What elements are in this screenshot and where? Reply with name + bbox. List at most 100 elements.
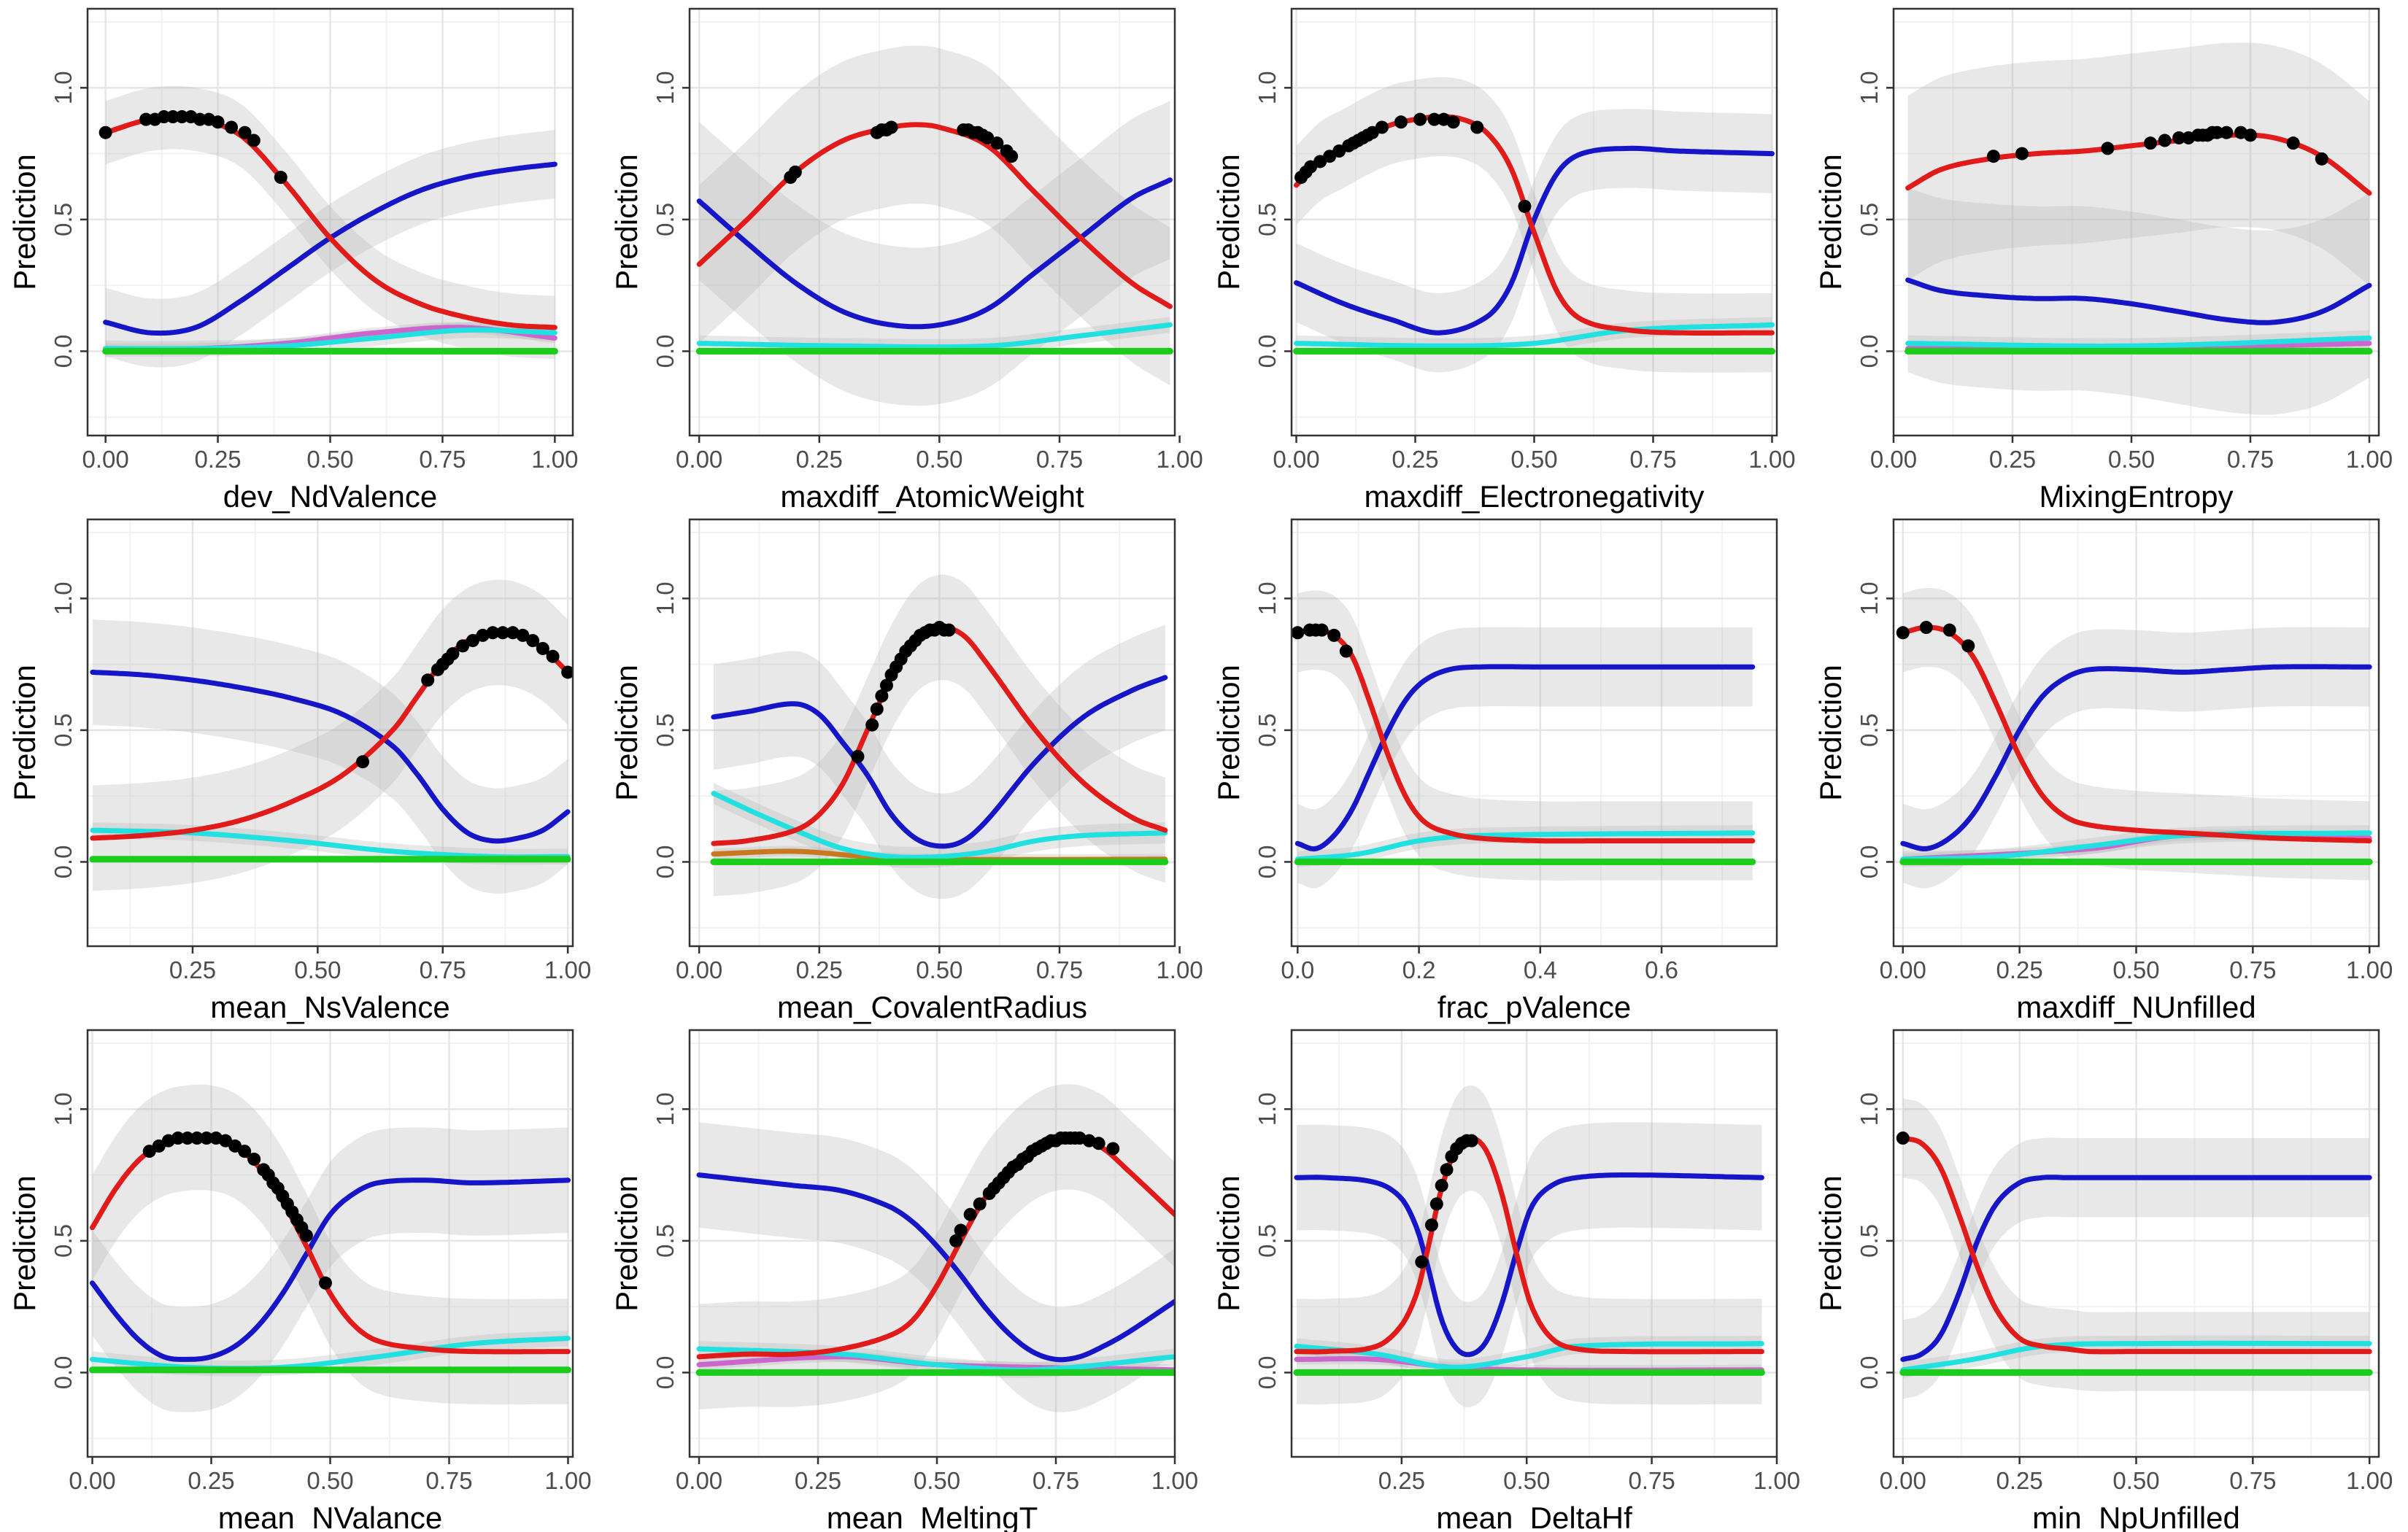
ribbon-red [1902,587,2370,881]
data-point [1440,1163,1454,1177]
series-line-blue [90,1177,571,1362]
x-tick-label: 1.00 [544,1467,591,1494]
data-point [536,641,549,655]
y-tick-label: 1.0 [1254,1092,1281,1126]
x-tick-label: 0.00 [1870,446,1917,473]
x-tick-label: 0.75 [1033,1467,1079,1494]
data-point [1986,150,2000,163]
x-tick-label: 0.75 [2229,1467,2276,1494]
data-point [1424,1218,1438,1232]
data-point [299,1229,313,1242]
data-point [1429,1197,1443,1211]
data-point [1446,115,1460,129]
series-line-blue [1294,1172,1764,1358]
data-point [526,634,540,648]
y-axis-title: Prediction [609,665,644,801]
x-axis-title: min_NpUnfilled [2032,1501,2240,1532]
ribbon-red [92,1084,568,1405]
data-point [2172,131,2186,144]
data-point [1919,621,1933,635]
data-point [1415,1255,1429,1269]
panel-4: 0.00 0.25 0.50 0.75 1.00 0.0 0.5 1.0 MixingEntro… [1813,7,2393,514]
x-axis-title: mean_DeltaHf [1436,1501,1632,1532]
panel-border [86,518,574,948]
data-point [476,628,490,642]
data-point [175,110,189,124]
panel-11: 0.25 0.50 0.75 1.00 0.0 0.5 1.0 mean_DeltaHf Pre… [1211,1029,1800,1532]
plot-area [89,1084,571,1412]
data-point [99,125,112,139]
y-tick-label: 0.0 [1856,1356,1883,1390]
panel-1: 0.00 0.25 0.50 0.75 1.00 0.0 0.5 1.0 dev_NdValen… [7,7,578,514]
data-point [211,115,225,129]
x-tick-label: 0.75 [1628,1467,1675,1494]
series-line-cyan [696,1346,1175,1373]
panel-border [1290,1029,1778,1458]
y-tick-label: 0.5 [50,713,77,747]
x-axis-title: mean_MeltingT [827,1501,1038,1532]
ribbon-cyan [713,783,1165,868]
y-axis-title: Prediction [1813,1175,1848,1312]
plot-area [1293,1085,1765,1407]
data-point [1339,644,1353,658]
x-tick-label: 0.2 [1402,956,1436,983]
ribbon-cyan [1902,1335,2370,1378]
x-tick-label: 0.50 [916,446,962,473]
data-point [954,1223,968,1237]
plot-area [99,85,558,368]
data-point [1292,626,1305,640]
y-tick-label: 1.0 [50,1092,77,1126]
data-point [561,665,573,679]
data-point [990,136,1004,150]
data-point [225,120,239,134]
plot-area [1905,42,2373,415]
grid [88,519,573,946]
series-line-blue [711,675,1168,849]
x-tick-label: 1.00 [1748,446,1795,473]
data-point [1896,626,1910,640]
panel-12: 0.00 0.25 0.50 0.75 1.00 0.0 0.5 1.0 min_NpUnfil… [1813,1029,2393,1532]
data-point [516,628,530,642]
series-line-cyan [1900,830,2372,862]
x-tick-label: 0.50 [916,956,962,983]
x-tick-label: 0.75 [420,956,466,983]
x-tick-label: 0.50 [294,956,341,983]
x-tick-label: 0.50 [1503,1467,1550,1494]
x-axis-title: dev_NdValence [223,479,437,514]
data-point [2015,147,2029,160]
data-point [2220,125,2234,139]
panel-8: 0.00 0.25 0.50 0.75 1.00 0.0 0.5 1.0 maxdiff_NUn… [1813,518,2393,1024]
x-tick-label: 0.25 [1392,446,1438,473]
panel-2: 0.00 0.25 0.50 0.75 1.00 0.0 0.5 1.0 maxdiff_Ato… [609,7,1203,514]
data-point [247,134,261,147]
x-tick-label: 0.25 [1989,446,2036,473]
x-tick-label: 0.50 [2108,446,2155,473]
data-point [865,718,879,732]
series-line-cyan [711,791,1168,860]
y-axis-title: Prediction [1211,665,1246,801]
x-axis-title: maxdiff_Electronegativity [1364,479,1704,514]
x-tick-label: 0.25 [796,446,843,473]
data-point [1005,150,1019,163]
ribbon-blue [105,130,555,368]
data-point [238,125,252,139]
data-point [963,1207,977,1221]
data-point [238,1145,252,1158]
ribbon-red [713,574,1165,897]
data-point [356,755,370,769]
y-tick-label: 0.0 [1254,846,1281,879]
x-tick-label: 1.00 [544,956,591,983]
y-axis-title: Prediction [609,154,644,290]
y-tick-label: 0.5 [1254,203,1281,236]
x-tick-label: 0.50 [1510,446,1557,473]
x-tick-label: 0.75 [419,446,466,473]
plot-area [710,574,1169,900]
x-tick-label: 1.00 [2346,1467,2393,1494]
data-point [942,623,956,637]
x-tick-label: 0.50 [914,1467,960,1494]
series-line-cyan [1294,1341,1764,1370]
data-point [1413,112,1427,126]
series-line-blue [696,1172,1175,1363]
data-point [1518,199,1532,213]
